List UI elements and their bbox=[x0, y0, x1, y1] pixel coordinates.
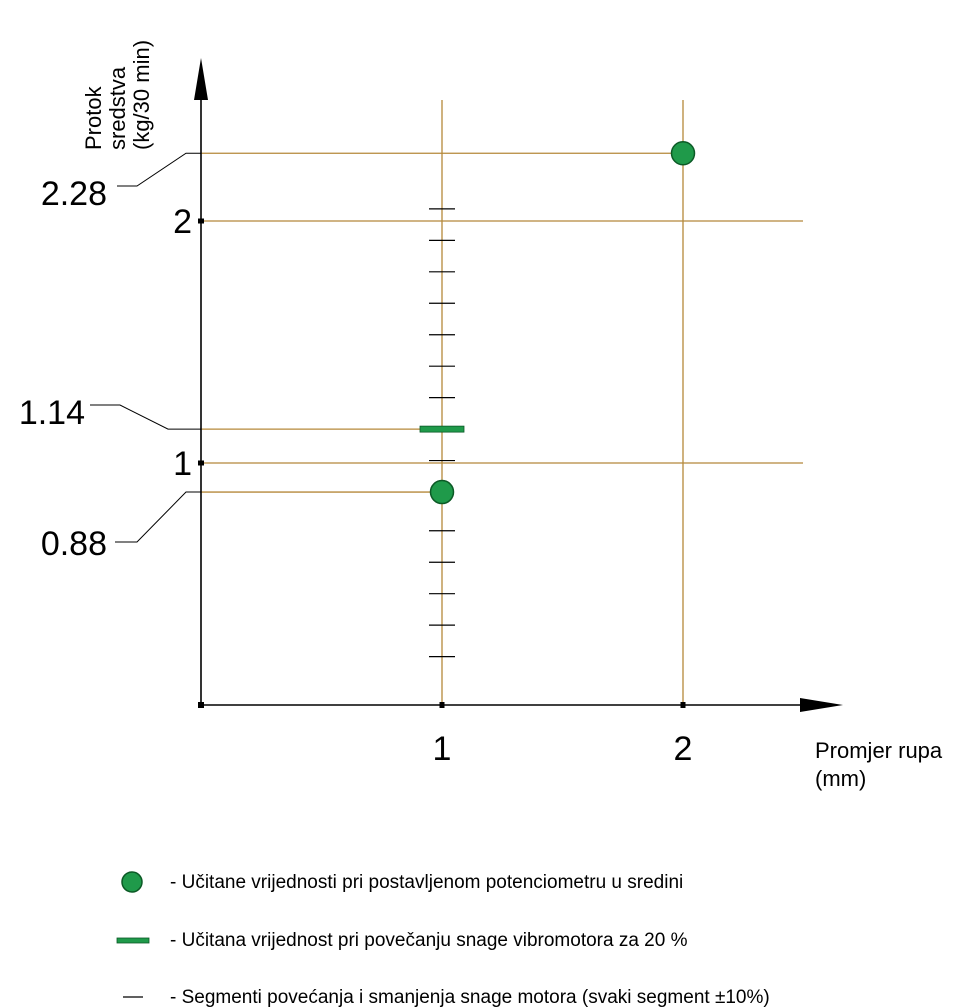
callout-label: 2.28 bbox=[41, 175, 107, 213]
x-tick-mark bbox=[439, 702, 445, 708]
x-axis-arrow bbox=[800, 698, 843, 712]
callout-leader-line bbox=[90, 404, 201, 430]
legend-entry-points: - Učitane vrijednosti pri postavljenom p… bbox=[170, 872, 683, 893]
callout-leader-line bbox=[115, 491, 201, 543]
x-axis-title: Promjer rupa (mm) bbox=[815, 738, 948, 791]
x-axis-title-line: Promjer rupa bbox=[815, 738, 943, 763]
x-axis-title-line: (mm) bbox=[815, 766, 866, 791]
y-axis-title-line: Protok bbox=[81, 85, 106, 150]
y-axis-title: Protok sredstva (kg/30 min) bbox=[81, 40, 154, 150]
data-points bbox=[419, 140, 696, 505]
callouts: 2.28 1.14 0.88 bbox=[19, 152, 201, 563]
x-tick-mark bbox=[680, 702, 686, 708]
data-point-dash bbox=[419, 425, 465, 433]
callout-leader-line bbox=[117, 152, 201, 187]
legend-circle-marker bbox=[121, 871, 143, 893]
x-tick-label: 2 bbox=[674, 730, 693, 768]
y-tick-label: 1 bbox=[173, 445, 192, 483]
y-axis-title-line: (kg/30 min) bbox=[129, 40, 154, 150]
y-tick-mark bbox=[198, 460, 204, 466]
legend-entry-dash: - Učitana vrijednost pri povečanju snage… bbox=[170, 930, 688, 951]
callout-label: 1.14 bbox=[19, 394, 85, 432]
y-axis-title-line: sredstva bbox=[105, 66, 130, 150]
legend-entry-segments: - Segmenti povećanja i smanjenja snage m… bbox=[170, 987, 770, 1007]
legend-dash-marker bbox=[116, 937, 150, 944]
callout-label: 0.88 bbox=[41, 525, 107, 563]
x-tick-label: 1 bbox=[433, 730, 452, 768]
y-tick-label: 2 bbox=[173, 203, 192, 241]
axes: 1 2 1 2 bbox=[173, 58, 843, 768]
y-axis-arrow bbox=[194, 58, 208, 100]
legend: - Učitane vrijednosti pri postavljenom p… bbox=[116, 871, 770, 1007]
reference-lines bbox=[201, 100, 803, 705]
data-point-circle bbox=[670, 140, 696, 166]
data-point-circle bbox=[429, 479, 455, 505]
origin-mark bbox=[198, 702, 204, 708]
y-tick-mark bbox=[198, 218, 204, 224]
